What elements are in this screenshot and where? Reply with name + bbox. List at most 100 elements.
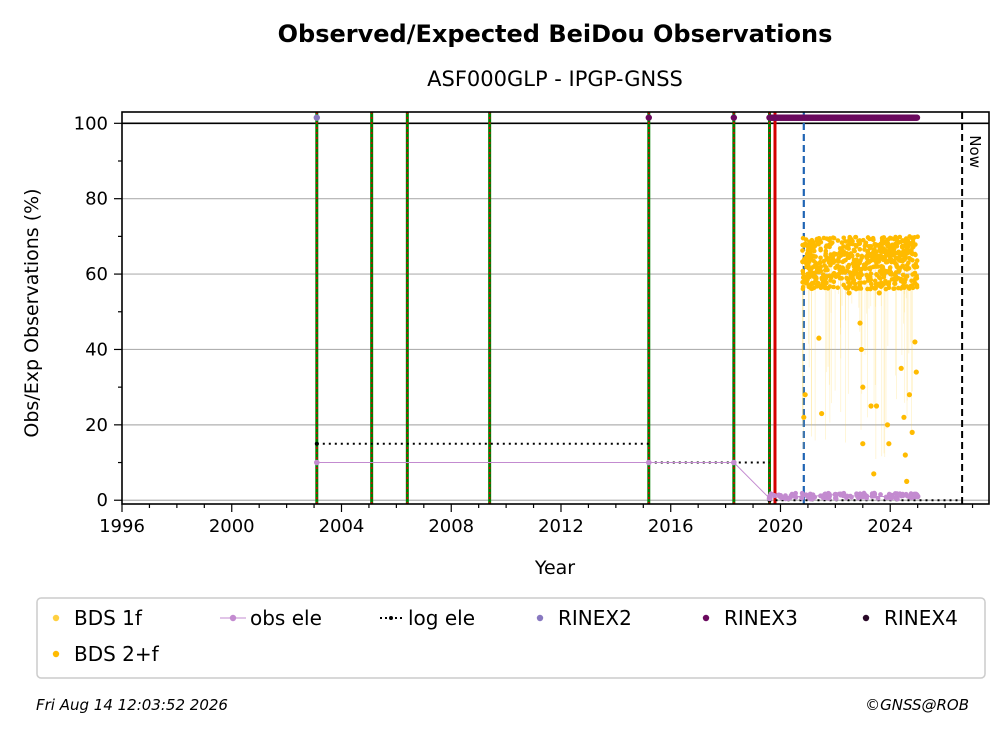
obs-ele-point (904, 493, 910, 499)
bds-2f-point (844, 275, 850, 281)
bds-2f-point (848, 251, 854, 256)
bds-2f-outlier-point (858, 346, 865, 353)
bds-2f-point (843, 257, 848, 263)
obs-ele-point (854, 491, 859, 497)
bds-2f-point (853, 263, 859, 269)
bds-2f-point (818, 260, 823, 266)
bds-2f-outlier-point (816, 335, 822, 341)
bds-2f-outlier-point (884, 422, 891, 428)
bds-2f-point (880, 257, 886, 263)
obs-ele-point (645, 459, 652, 466)
legend-label: RINEX3 (724, 606, 798, 630)
bds-2f-point (861, 237, 866, 243)
x-tick-label: 2016 (648, 516, 694, 537)
y-axis-label: Obs/Exp Observations (%) (21, 188, 43, 437)
bds-2f-point (856, 238, 861, 244)
bds-2f-point (892, 258, 897, 264)
bds-2f-point (891, 286, 896, 291)
bds-2f-point (834, 272, 840, 278)
bds-2f-point (868, 271, 874, 276)
legend-marker (389, 616, 393, 620)
bds-2f-point (803, 281, 809, 286)
bds-2f-point (853, 234, 858, 240)
bds-2f-point (840, 270, 845, 275)
bds-2f-point (900, 258, 905, 264)
bds-2f-point (815, 269, 821, 275)
bds-2f-point (845, 242, 850, 248)
bds-2f-point (813, 254, 818, 259)
bds-2f-point (846, 255, 852, 261)
now-label: Now (966, 135, 984, 168)
bds-2f-point (872, 278, 878, 284)
legend-entry: RINEX2 (536, 606, 632, 630)
bds-2f-point (838, 252, 843, 258)
bds-2f-point (883, 254, 888, 259)
bds-2f-point (904, 250, 909, 256)
bds-2f-point (831, 260, 836, 265)
bds-2f-point (800, 284, 806, 290)
legend-label: RINEX4 (884, 606, 958, 630)
legend: BDS 1f obs ele log ele RINEX2 RINEX3 RINEX4 BD… (36, 597, 986, 679)
bds-2f-point (815, 240, 821, 246)
y-tick-label: 0 (97, 490, 108, 511)
rinex2-point (313, 114, 321, 121)
bds-2f-outlier-point (879, 282, 885, 288)
bds-2f-point (809, 237, 815, 243)
bds-2f-point (854, 271, 860, 276)
y-tick-label: 100 (74, 113, 108, 134)
x-tick-label: 2008 (428, 516, 474, 537)
bds-2f-point (830, 235, 836, 240)
obs-ele-point (731, 459, 737, 466)
bds-2f-point (880, 249, 886, 255)
bds-2f-point (808, 286, 814, 291)
bds-2f-point (906, 266, 912, 271)
bds-2f-point (826, 260, 832, 265)
bds-2f-point (822, 280, 827, 286)
bds-2f-point (879, 238, 885, 243)
bds-2f-point (897, 250, 902, 256)
legend-marker (702, 614, 710, 622)
bds-2f-point (909, 284, 915, 290)
bds-2f-point (811, 258, 817, 264)
obs-ele-point (768, 491, 774, 497)
obs-ele-point (809, 496, 815, 502)
bds-2f-outlier-point (912, 339, 918, 345)
bds-2f-outlier-point (906, 392, 913, 398)
legend-marker (229, 614, 237, 622)
bds-2f-point (837, 246, 843, 251)
bds-2f-point (837, 275, 843, 281)
bds-2f-outlier-point (802, 392, 808, 398)
bds-2f-point (886, 248, 891, 254)
bds-2f-point (873, 243, 878, 249)
bds-2f-point (881, 274, 887, 280)
bds-2f-point (880, 264, 886, 270)
legend-marker (52, 614, 60, 622)
obs-ele-point (862, 491, 867, 497)
obs-ele-point (777, 493, 782, 499)
legend-entry: RINEX3 (702, 606, 798, 630)
bds-2f-point (830, 256, 836, 261)
obs-ele-point (900, 493, 906, 499)
bds-2f-outlier-point (860, 441, 866, 447)
plot-area (122, 112, 989, 504)
bds-2f-point (887, 243, 892, 249)
bds-2f-outlier-point (902, 452, 908, 458)
bds-2f-point (857, 283, 862, 289)
bds-2f-point (824, 236, 830, 241)
bds-2f-point (868, 277, 874, 283)
obs-ele-point (847, 493, 853, 499)
bds-2f-point (912, 251, 918, 257)
bds-2f-point (889, 272, 895, 277)
obs-ele-point (857, 491, 863, 497)
bds-2f-point (874, 260, 879, 265)
bds-2f-point (802, 241, 808, 247)
bds-2f-outlier-point (909, 429, 915, 435)
bds-2f-point (862, 280, 867, 285)
bds-2f-point (818, 285, 824, 291)
x-tick-label: 1996 (99, 516, 145, 537)
bds-2f-point (845, 264, 851, 270)
rinex3-point (645, 114, 652, 121)
bds-2f-point (806, 245, 811, 251)
bds-2f-point (831, 284, 836, 290)
bds-2f-point (901, 285, 907, 291)
